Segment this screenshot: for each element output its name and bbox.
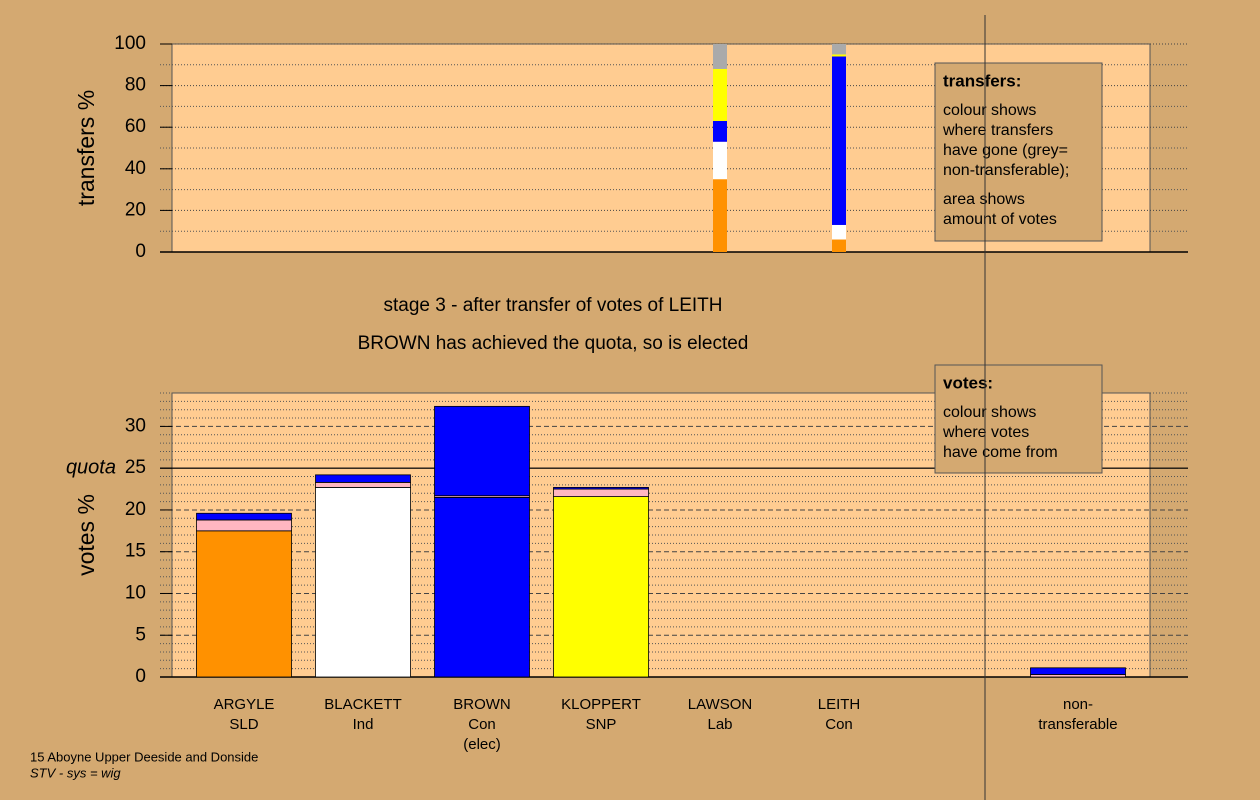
- y-tick-label: 60: [125, 116, 146, 137]
- bar-segment: [315, 486, 411, 678]
- y-tick-label: 15: [125, 541, 146, 562]
- note-box: [934, 62, 1103, 242]
- x-tick-label: ARGYLE: [214, 696, 275, 713]
- stage-text: stage 3 - after transfer of votes of LEI…: [384, 295, 723, 316]
- bar-segment: [315, 474, 411, 483]
- bar-segment: [1030, 667, 1126, 675]
- footer-text: 15 Aboyne Upper Deeside and Donside: [30, 749, 258, 764]
- bar-segment: [196, 530, 292, 678]
- bar-segment: [434, 405, 530, 497]
- bar-segment: [832, 54, 846, 57]
- y-tick-label: 80: [125, 75, 146, 96]
- x-tick-label: Con: [468, 716, 496, 733]
- footer-text: STV - sys = wig: [30, 765, 121, 780]
- y-tick-label: 5: [135, 624, 146, 645]
- bar-segment: [713, 141, 727, 180]
- y-tick-label: 30: [125, 415, 146, 436]
- x-tick-label: LEITH: [818, 696, 861, 713]
- bar-segment: [196, 512, 292, 521]
- bar-segment: [713, 68, 727, 121]
- bar-segment: [553, 486, 649, 490]
- bar-segment: [832, 56, 846, 225]
- y-tick-label: 40: [125, 158, 146, 179]
- x-tick-label: Con: [825, 716, 853, 733]
- note-text: have gone (grey=: [943, 142, 1068, 159]
- x-tick-label: SLD: [229, 716, 258, 733]
- note-text: amount of votes: [943, 211, 1057, 228]
- y-axis-label: votes %: [73, 494, 99, 576]
- x-tick-label: LAWSON: [688, 696, 752, 713]
- bar-segment: [832, 239, 846, 252]
- note-text: colour shows: [943, 102, 1036, 119]
- bar-segment: [713, 120, 727, 142]
- bar-segment: [434, 497, 530, 678]
- x-tick-label: non-: [1063, 696, 1093, 713]
- x-tick-label: BROWN: [453, 696, 511, 713]
- note-text: have come from: [943, 444, 1058, 461]
- bar-segment: [553, 488, 649, 497]
- note-text: area shows: [943, 191, 1025, 208]
- y-tick-label: 0: [135, 241, 146, 262]
- y-tick-label: 100: [114, 33, 146, 54]
- x-tick-label: transferable: [1038, 716, 1117, 733]
- bar-segment: [553, 496, 649, 678]
- bar-segment: [832, 224, 846, 240]
- bar-segment: [832, 44, 846, 55]
- note-text: where transfers: [942, 122, 1053, 139]
- note-text: where votes: [942, 424, 1029, 441]
- quota-label: quota: [66, 456, 116, 478]
- y-tick-label: 0: [135, 666, 146, 687]
- x-tick-label: Ind: [353, 716, 374, 733]
- y-tick-label: 25: [125, 457, 146, 478]
- y-axis-label: transfers %: [73, 90, 99, 206]
- y-tick-label: 20: [125, 199, 146, 220]
- note-heading: votes:: [943, 373, 993, 392]
- x-tick-label: KLOPPERT: [561, 696, 641, 713]
- x-tick-label: BLACKETT: [324, 696, 402, 713]
- note-box: [934, 364, 1103, 474]
- bar-segment: [315, 481, 411, 488]
- x-tick-label: SNP: [586, 716, 617, 733]
- stage-text: BROWN has achieved the quota, so is elec…: [358, 333, 749, 354]
- y-tick-label: 20: [125, 499, 146, 520]
- note-heading: transfers:: [943, 71, 1021, 90]
- bar-segment: [713, 44, 727, 69]
- bar-segment: [196, 519, 292, 532]
- x-tick-label: (elec): [463, 736, 501, 753]
- bar-segment: [713, 179, 727, 252]
- note-text: non-transferable);: [943, 162, 1069, 179]
- note-text: colour shows: [943, 404, 1036, 421]
- y-tick-label: 10: [125, 582, 146, 603]
- x-tick-label: Lab: [707, 716, 732, 733]
